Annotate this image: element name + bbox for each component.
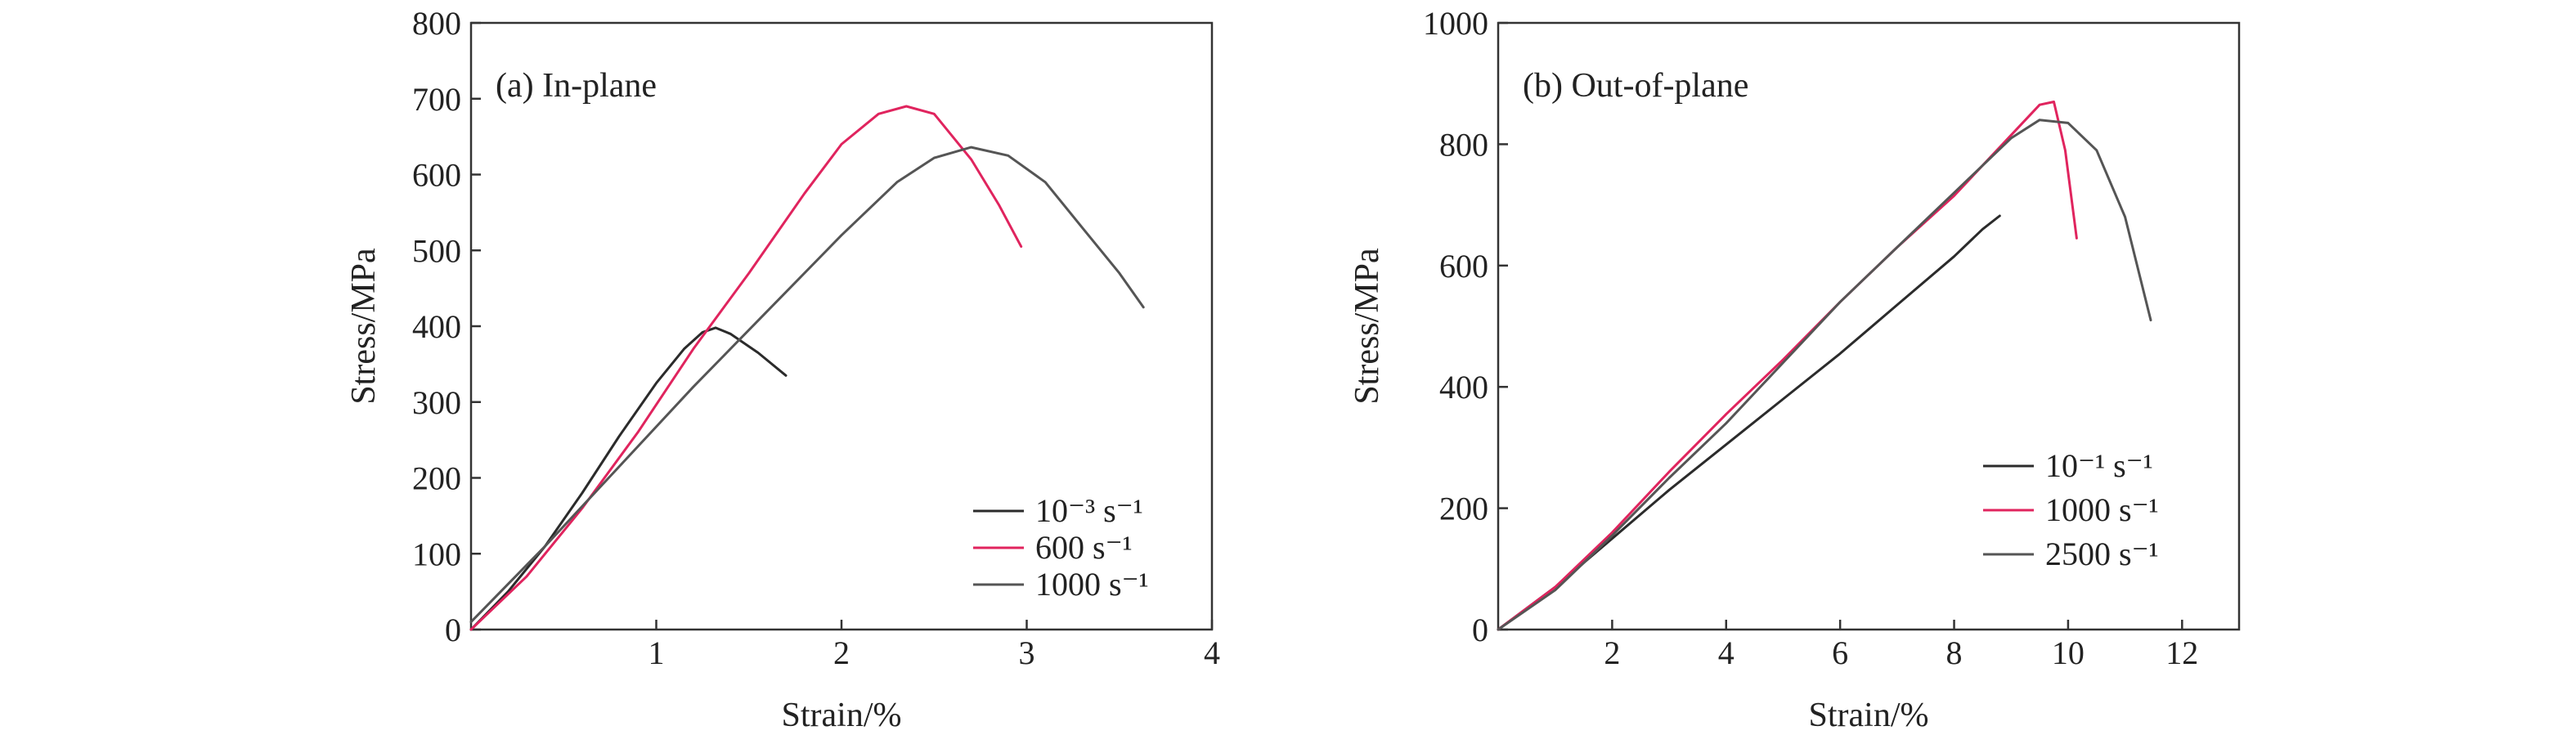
panel-b-ytick-label: 400	[1439, 369, 1488, 406]
panel-a-ylabel: Stress/MPa	[345, 248, 383, 405]
panel-a-xtick-label: 3	[1019, 634, 1035, 671]
panel-a-ytick-label: 100	[412, 536, 461, 572]
panel-a: (a) In-plane Strain/% Stress/MPa 1 2 3 4 0 10…	[345, 5, 1220, 734]
panel-a-ytick-label: 500	[412, 232, 461, 269]
panel-b-legend-label-1: 1000 s⁻¹	[2045, 491, 2159, 528]
panel-b-ytick-label: 0	[1472, 612, 1488, 648]
panel-a-ytick-label: 200	[412, 460, 461, 497]
panel-a-legend-label-0: 10⁻³ s⁻¹	[1035, 492, 1143, 529]
panel-b-series-line-1	[1497, 101, 2078, 631]
panel-b-title: (b) Out-of-plane	[1523, 67, 1748, 105]
panel-a-series-line-2	[469, 146, 1145, 624]
panel-b-xtick-label: 12	[2165, 634, 2198, 671]
panel-a-ytick-label: 800	[412, 5, 461, 42]
panel-b-ytick-label: 600	[1439, 248, 1488, 285]
panel-b-ylabel: Stress/MPa	[1349, 248, 1386, 405]
panel-b-series-line-2	[1497, 119, 2152, 631]
panel-a-xtick-label: 2	[833, 634, 850, 671]
panel-b-legend-label-0: 10⁻¹ s⁻¹	[2045, 447, 2153, 484]
panel-b-xtick-label: 6	[1832, 634, 1848, 671]
panel-a-xtick-label: 4	[1204, 634, 1220, 671]
panel-b-series-line-0	[1497, 214, 2001, 631]
panel-b-ytick-label: 200	[1439, 491, 1488, 527]
panel-a-title: (a) In-plane	[496, 67, 657, 105]
panel-b: (b) Out-of-plane Strain/% Stress/MPa 2 4 6…	[1349, 5, 2241, 734]
panel-b-xtick-label: 8	[1946, 634, 1963, 671]
panel-b-legend-label-2: 2500 s⁻¹	[2045, 536, 2159, 572]
panel-a-legend-label-2: 1000 s⁻¹	[1035, 566, 1149, 603]
panel-a-ytick-label: 700	[412, 81, 461, 118]
panel-a-legend-label-1: 600 s⁻¹	[1035, 529, 1133, 566]
panel-b-xlabel: Strain/%	[1809, 697, 1929, 734]
panel-b-ytick-label: 1000	[1423, 5, 1488, 42]
panel-b-xtick-label: 4	[1718, 634, 1735, 671]
panel-a-xtick-label: 1	[648, 634, 665, 671]
panel-b-xtick-label: 2	[1604, 634, 1620, 671]
panel-b-xtick-label: 10	[2052, 634, 2085, 671]
panel-b-ytick-label: 800	[1439, 126, 1488, 163]
panel-a-ytick-label: 0	[445, 612, 461, 648]
panel-a-xlabel: Strain/%	[782, 697, 902, 734]
panel-a-ytick-label: 300	[412, 384, 461, 421]
panel-a-ytick-label: 400	[412, 308, 461, 345]
panel-a-ytick-label: 600	[412, 157, 461, 194]
panel-a-series-line-1	[469, 105, 1023, 631]
panel-b-frame	[1497, 21, 2241, 631]
